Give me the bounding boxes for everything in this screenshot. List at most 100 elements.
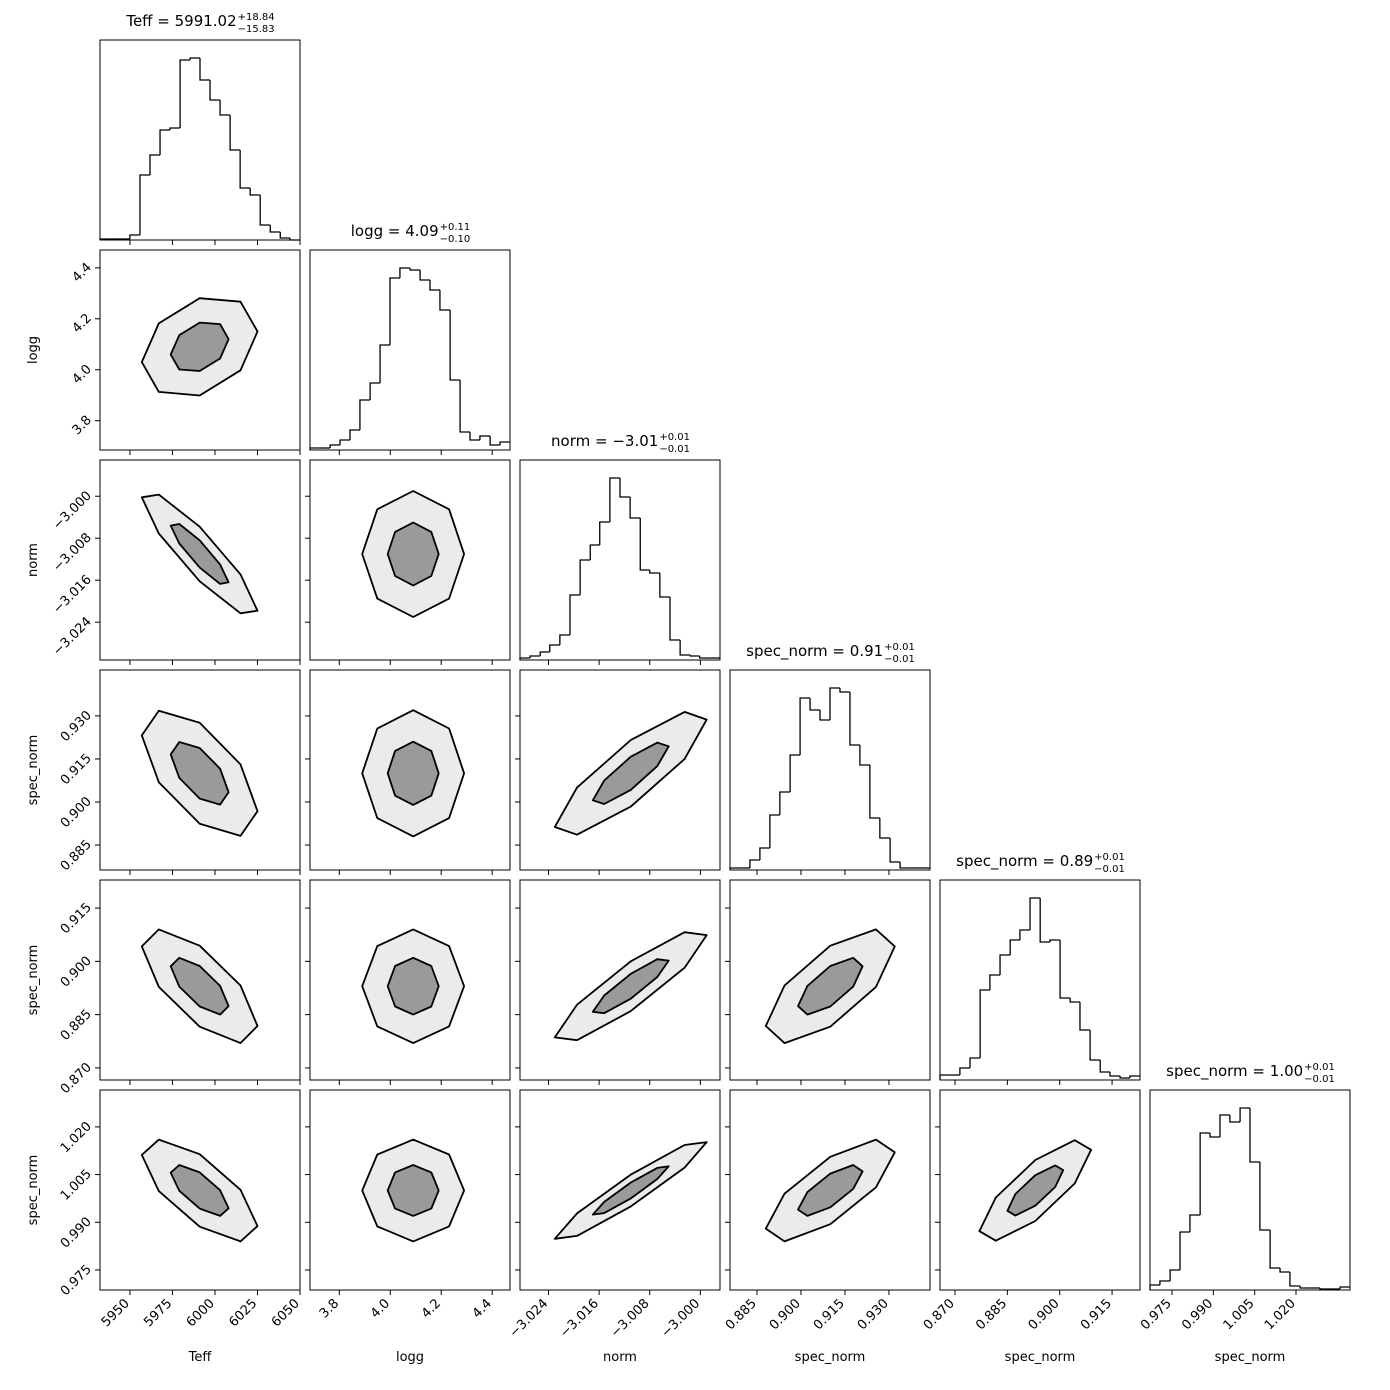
histogram-bin bbox=[959, 1067, 971, 1075]
contour bbox=[386, 1164, 440, 1217]
histogram-bin bbox=[149, 154, 161, 175]
histogram-bin bbox=[1219, 1114, 1230, 1137]
panel-title: logg = 4.09 bbox=[351, 222, 439, 240]
y-tick-label: 0.870 bbox=[58, 1060, 95, 1097]
histogram-bin bbox=[1269, 1230, 1281, 1269]
x-tick-label: −3.024 bbox=[507, 1296, 552, 1341]
contour bbox=[169, 956, 230, 1016]
panel-frame bbox=[939, 1089, 1141, 1291]
panel-title: spec_norm = 0.91 bbox=[746, 642, 883, 661]
histogram-bin bbox=[1079, 1002, 1091, 1031]
histogram-bin bbox=[329, 444, 341, 448]
y-tick-label: 0.915 bbox=[58, 751, 95, 788]
histogram-bin bbox=[529, 655, 541, 658]
x-tick-label: 1.005 bbox=[1221, 1296, 1258, 1333]
histogram-bin bbox=[579, 559, 591, 595]
panel-frame bbox=[99, 879, 301, 1081]
contour bbox=[386, 740, 440, 806]
histogram-bin bbox=[349, 429, 360, 440]
title-upper: +0.01 bbox=[659, 432, 690, 443]
histogram-bin bbox=[259, 195, 271, 226]
y-axis-label: spec_norm bbox=[26, 945, 41, 1016]
x-tick-label: 1.020 bbox=[1262, 1296, 1299, 1333]
x-tick-label: −3.008 bbox=[608, 1296, 653, 1341]
histogram-bin bbox=[159, 129, 171, 155]
title-lower: −0.10 bbox=[440, 234, 471, 245]
histogram-bin bbox=[649, 570, 660, 574]
histogram-bin bbox=[489, 436, 501, 446]
histogram-bin bbox=[409, 268, 421, 271]
histogram-bin bbox=[979, 989, 990, 1058]
histogram-bin bbox=[689, 655, 700, 657]
y-axis-label: logg bbox=[26, 336, 41, 364]
contour bbox=[169, 321, 230, 372]
contour bbox=[591, 1165, 670, 1216]
histogram-bin bbox=[829, 687, 840, 720]
panel-frame bbox=[1149, 1089, 1351, 1291]
histogram-bin bbox=[1199, 1132, 1211, 1215]
histogram-bin bbox=[879, 818, 891, 839]
x-tick-label: 5975 bbox=[141, 1296, 175, 1330]
panel-title: spec_norm = 1.00 bbox=[1166, 1062, 1303, 1081]
histogram-bin bbox=[1289, 1272, 1301, 1287]
x-tick-label: 6050 bbox=[269, 1296, 303, 1330]
title-upper: +0.11 bbox=[440, 222, 471, 233]
histogram-bin bbox=[679, 640, 691, 656]
histogram-bin bbox=[1339, 1286, 1350, 1289]
histogram-bin bbox=[1179, 1231, 1190, 1270]
histogram-bin bbox=[1109, 1072, 1121, 1077]
histogram-bin bbox=[859, 745, 870, 766]
y-tick-label: 1.005 bbox=[58, 1167, 95, 1204]
panel-frame bbox=[729, 669, 931, 871]
histogram-bin bbox=[789, 754, 801, 792]
contour bbox=[386, 956, 440, 1016]
histogram-bin bbox=[1009, 939, 1020, 955]
x-axis-label: norm bbox=[603, 1350, 637, 1365]
histogram-bin bbox=[799, 697, 811, 755]
histogram-bin bbox=[609, 477, 620, 522]
histogram-bin bbox=[839, 688, 850, 693]
histogram-bin bbox=[699, 656, 710, 659]
x-tick-label: −3.000 bbox=[659, 1296, 704, 1341]
histogram-bin bbox=[129, 234, 140, 239]
histogram-bin bbox=[449, 310, 461, 381]
contour bbox=[797, 1164, 864, 1217]
histogram-bin bbox=[499, 441, 510, 445]
contour bbox=[169, 523, 230, 585]
y-tick-label: 0.885 bbox=[58, 837, 95, 874]
panel-frame bbox=[939, 879, 1141, 1081]
histogram-bin bbox=[869, 765, 880, 819]
panel-frame bbox=[309, 1089, 511, 1291]
y-tick-label: 0.900 bbox=[58, 794, 95, 831]
histogram-bin bbox=[599, 521, 610, 545]
x-tick-label: 0.915 bbox=[1078, 1296, 1115, 1333]
x-tick-label: 0.930 bbox=[855, 1296, 892, 1333]
histogram-bin bbox=[589, 544, 600, 560]
histogram-bin bbox=[479, 435, 491, 440]
panel-frame bbox=[519, 459, 721, 661]
histogram-bin bbox=[989, 974, 1001, 990]
x-tick-label: 5950 bbox=[99, 1296, 133, 1330]
histogram-bin bbox=[179, 59, 191, 128]
histogram-bin bbox=[429, 280, 440, 291]
histogram-bin bbox=[1069, 998, 1080, 1003]
histogram-bin bbox=[1299, 1286, 1311, 1289]
histogram-bin bbox=[969, 1057, 981, 1068]
histogram-bin bbox=[169, 127, 181, 130]
histogram-bin bbox=[809, 698, 821, 711]
y-tick-label: −3.024 bbox=[50, 614, 95, 659]
histogram-bin bbox=[669, 597, 681, 641]
panel-frame bbox=[519, 879, 721, 1081]
x-tick-label: 0.975 bbox=[1138, 1296, 1175, 1333]
histogram-bin bbox=[1049, 939, 1061, 942]
panel-frame bbox=[519, 669, 721, 871]
histogram-bin bbox=[889, 838, 901, 863]
x-axis-label: logg bbox=[396, 1350, 424, 1365]
x-tick-label: 0.885 bbox=[723, 1296, 760, 1333]
histogram-bin bbox=[819, 710, 830, 721]
histogram-bin bbox=[189, 57, 200, 60]
panel-frame bbox=[309, 669, 511, 871]
x-tick-label: 6025 bbox=[226, 1296, 260, 1330]
x-tick-label: 6000 bbox=[184, 1296, 218, 1330]
